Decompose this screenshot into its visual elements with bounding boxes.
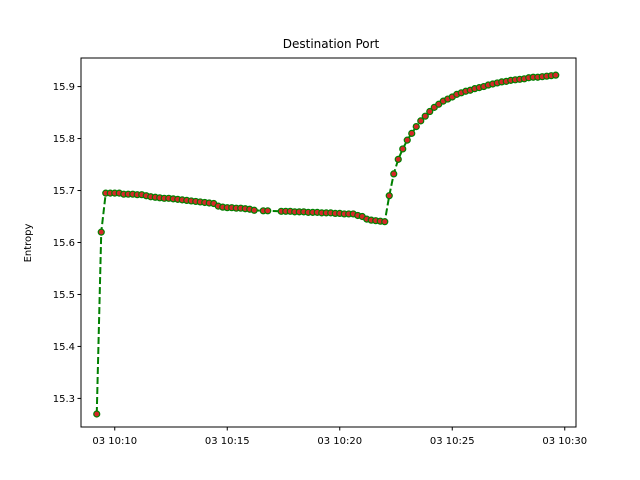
y-axis-label: Entropy — [23, 223, 34, 262]
x-tick-label: 03 10:20 — [317, 436, 362, 447]
y-tick-label: 15.6 — [53, 238, 75, 249]
y-tick-label: 15.4 — [53, 342, 75, 353]
data-point — [417, 117, 425, 125]
chart-title: Destination Port — [283, 37, 380, 51]
x-tick-label: 03 10:10 — [92, 436, 137, 447]
data-point — [408, 129, 416, 137]
x-tick-label: 03 10:30 — [542, 436, 587, 447]
data-point — [381, 218, 389, 226]
data-point — [412, 122, 420, 131]
data-point — [97, 228, 105, 236]
axis-layer: 15.3 15.4 15.5 15.6 15.7 15.8 15.9 03 10:10 03 1… — [53, 82, 587, 447]
x-tick-label: 03 10:15 — [205, 436, 250, 447]
data-point — [250, 206, 258, 214]
data-point — [403, 136, 411, 144]
y-tick-label: 15.9 — [53, 82, 75, 93]
data-point — [552, 71, 560, 79]
x-tick-label: 03 10:25 — [430, 436, 475, 447]
data-point — [385, 192, 393, 200]
data-point — [264, 207, 272, 215]
y-tick-label: 15.5 — [53, 290, 75, 301]
plot-frame — [80, 57, 577, 428]
data-point — [93, 410, 101, 418]
data-point — [421, 112, 429, 120]
data-point — [390, 170, 398, 178]
data-point — [399, 145, 407, 153]
y-tick-label: 15.8 — [53, 134, 75, 145]
data-point — [394, 155, 402, 163]
series-layer — [93, 71, 560, 418]
y-tick-label: 15.7 — [53, 186, 75, 197]
data-point — [426, 107, 434, 116]
y-tick-label: 15.3 — [53, 394, 75, 405]
